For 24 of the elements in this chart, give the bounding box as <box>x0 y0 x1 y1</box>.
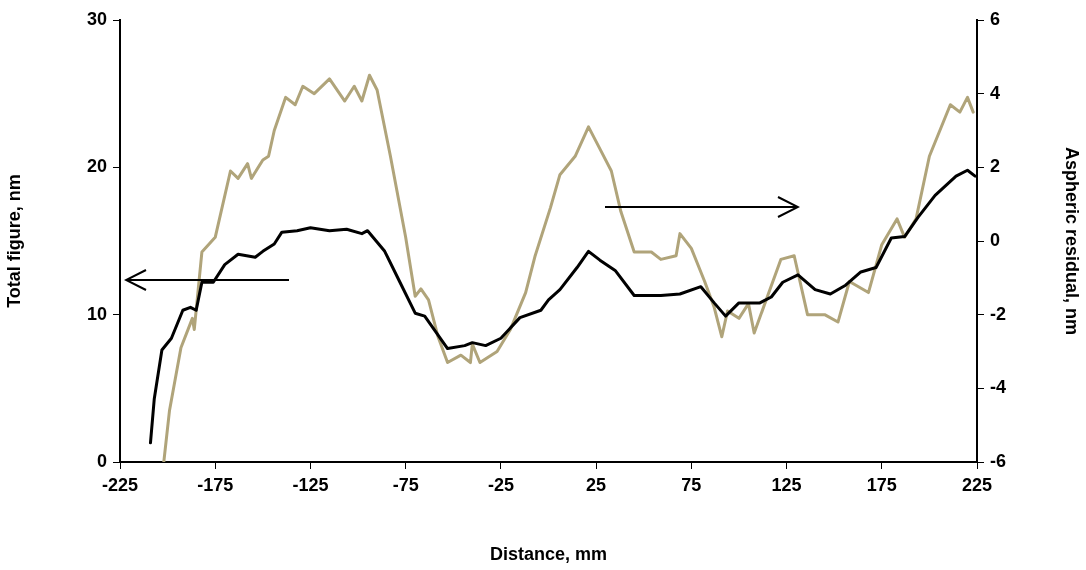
x-tick-label: 225 <box>961 474 993 495</box>
y2-tick-label: -2 <box>990 303 1007 324</box>
x-tick-label: -225 <box>101 474 139 495</box>
x-tick-label: 75 <box>681 474 702 495</box>
y-tick-label: 20 <box>86 156 107 177</box>
y-tick-label: 10 <box>86 303 107 324</box>
x-tick-label: -75 <box>392 474 419 495</box>
x-tick-label: 175 <box>866 474 897 495</box>
x-axis-title: Distance, mm <box>489 544 608 565</box>
y-tick-label: 0 <box>96 450 107 471</box>
y2-tick-label: -4 <box>990 377 1007 398</box>
y2-tick-label: 6 <box>990 8 1001 29</box>
x-tick-label: 125 <box>771 474 802 495</box>
y2-axis-title: Aspheric residual, nm <box>1062 146 1083 336</box>
y2-tick-label: 4 <box>990 82 1001 103</box>
y2-tick-label: -6 <box>990 450 1007 471</box>
x-tick-label: -175 <box>197 474 234 495</box>
x-tick-label: -125 <box>292 474 329 495</box>
x-tick-label: -25 <box>487 474 514 495</box>
y-axis-title: Total figure, nm <box>3 174 24 308</box>
y-tick-label: 30 <box>86 8 107 29</box>
y2-tick-label: 2 <box>990 156 1001 177</box>
x-tick-label: 25 <box>586 474 607 495</box>
y2-tick-label: 0 <box>990 229 1001 250</box>
